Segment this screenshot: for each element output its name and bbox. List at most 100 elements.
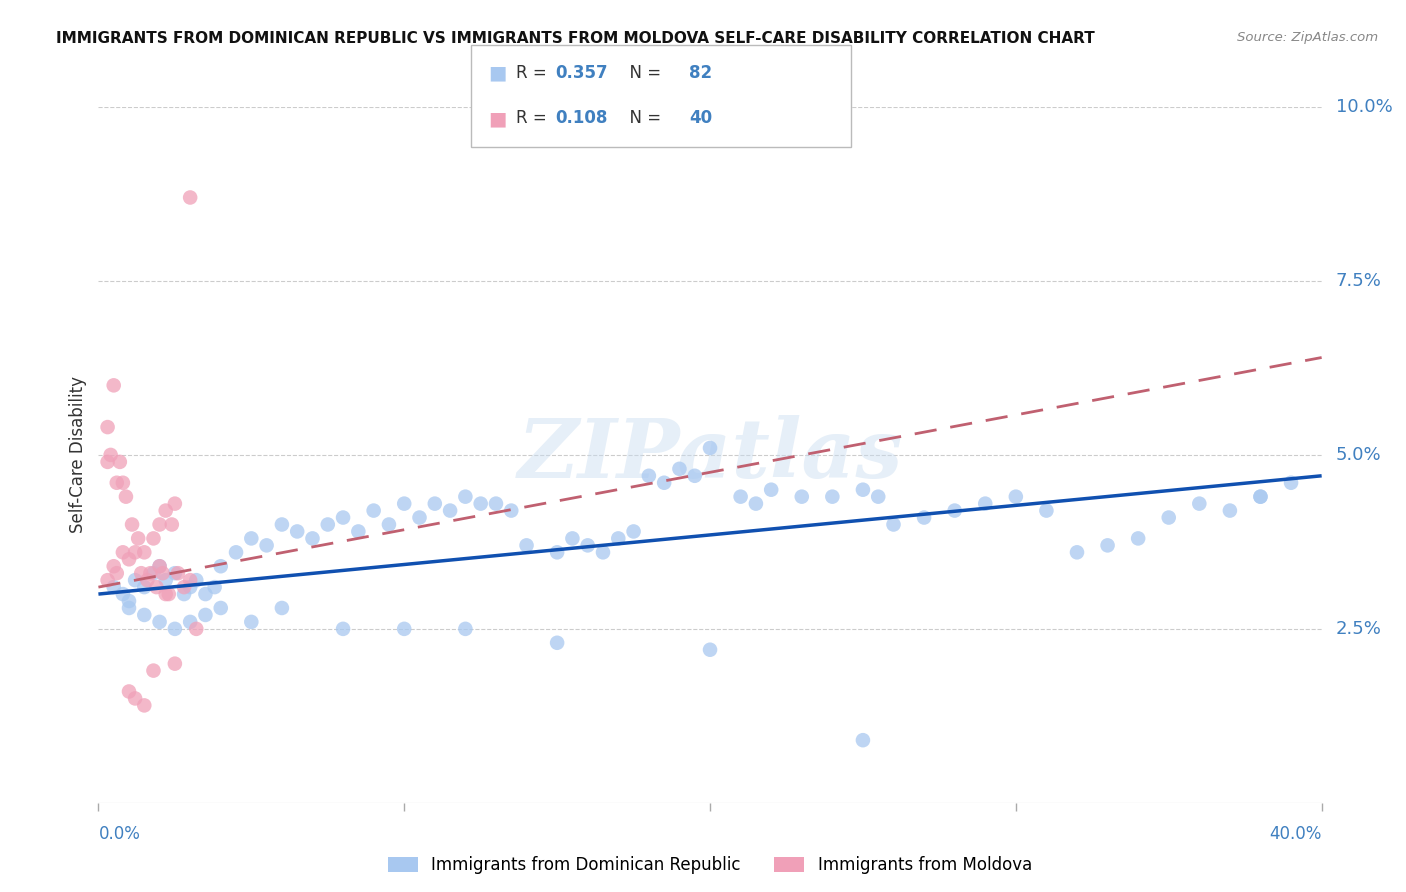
Text: 40.0%: 40.0% <box>1270 825 1322 843</box>
Text: ZIPatlas: ZIPatlas <box>517 415 903 495</box>
Point <box>204 580 226 594</box>
Point <box>97 455 120 469</box>
Point <box>155 573 177 587</box>
Point <box>134 545 156 559</box>
Point <box>163 657 186 671</box>
Point <box>124 573 146 587</box>
Point <box>668 462 690 476</box>
Point <box>129 566 152 581</box>
Point <box>111 587 134 601</box>
Point <box>118 552 141 566</box>
Text: Source: ZipAtlas.com: Source: ZipAtlas.com <box>1237 31 1378 45</box>
Point <box>270 517 292 532</box>
Point <box>454 622 477 636</box>
Point <box>149 559 172 574</box>
Point <box>652 475 675 490</box>
Point <box>301 532 323 546</box>
Point <box>332 622 354 636</box>
Point <box>149 615 172 629</box>
Text: 10.0%: 10.0% <box>1336 98 1392 116</box>
Point <box>821 490 844 504</box>
Point <box>121 517 143 532</box>
Point <box>136 573 159 587</box>
Point <box>607 532 630 546</box>
Point <box>134 698 156 713</box>
Point <box>852 483 875 497</box>
Point <box>623 524 645 539</box>
Point <box>97 420 120 434</box>
Point <box>256 538 278 552</box>
Text: ■: ■ <box>488 64 506 83</box>
Point <box>516 538 538 552</box>
Point <box>163 497 186 511</box>
Point <box>134 607 156 622</box>
Point <box>883 517 905 532</box>
Text: 0.0%: 0.0% <box>98 825 141 843</box>
Point <box>142 566 165 581</box>
Point <box>103 580 125 594</box>
Point <box>118 684 141 698</box>
Point <box>392 497 416 511</box>
Point <box>118 594 141 608</box>
Text: ■: ■ <box>488 109 506 128</box>
Point <box>745 497 768 511</box>
Point <box>576 538 599 552</box>
Point <box>316 517 339 532</box>
Point <box>1097 538 1119 552</box>
Point <box>103 559 125 574</box>
Point <box>699 642 721 657</box>
Point <box>1157 510 1180 524</box>
Point <box>637 468 661 483</box>
Point <box>378 517 401 532</box>
Point <box>173 587 195 601</box>
Point <box>1004 490 1026 504</box>
Point <box>97 573 120 587</box>
Text: 0.357: 0.357 <box>555 64 607 82</box>
Point <box>111 475 134 490</box>
Point <box>1035 503 1057 517</box>
Y-axis label: Self-Care Disability: Self-Care Disability <box>69 376 87 533</box>
Point <box>167 566 190 581</box>
Point <box>240 615 263 629</box>
Point <box>1249 490 1271 504</box>
Point <box>142 664 165 678</box>
Point <box>194 587 217 601</box>
Point <box>485 497 508 511</box>
Point <box>285 524 308 539</box>
Point <box>157 587 180 601</box>
Text: 7.5%: 7.5% <box>1336 272 1382 290</box>
Point <box>124 545 146 559</box>
Point <box>186 622 208 636</box>
Point <box>546 636 568 650</box>
Point <box>105 566 128 581</box>
Point <box>145 580 167 594</box>
Point <box>759 483 782 497</box>
Point <box>108 455 131 469</box>
Point <box>209 559 232 574</box>
Text: IMMIGRANTS FROM DOMINICAN REPUBLIC VS IMMIGRANTS FROM MOLDOVA SELF-CARE DISABILI: IMMIGRANTS FROM DOMINICAN REPUBLIC VS IM… <box>56 31 1095 46</box>
Point <box>974 497 997 511</box>
Point <box>209 601 232 615</box>
Point <box>592 545 614 559</box>
Point <box>1219 503 1241 517</box>
Point <box>730 490 752 504</box>
Point <box>173 580 195 594</box>
Point <box>392 622 416 636</box>
Point <box>149 559 172 574</box>
Point <box>186 573 208 587</box>
Point <box>155 503 177 517</box>
Point <box>155 587 177 601</box>
Point <box>363 503 385 517</box>
Point <box>408 510 430 524</box>
Point <box>111 545 134 559</box>
Text: R =: R = <box>516 64 553 82</box>
Text: R =: R = <box>516 110 553 128</box>
Text: N =: N = <box>619 64 666 82</box>
Point <box>100 448 122 462</box>
Point <box>546 545 568 559</box>
Text: 2.5%: 2.5% <box>1336 620 1382 638</box>
Point <box>332 510 354 524</box>
Point <box>149 517 172 532</box>
Point <box>160 517 183 532</box>
Point <box>124 691 146 706</box>
